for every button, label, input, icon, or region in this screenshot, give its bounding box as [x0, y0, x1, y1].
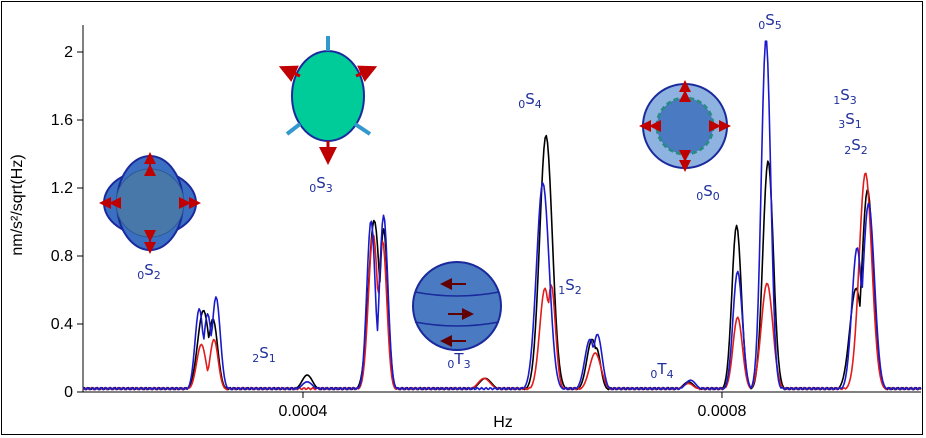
mode-illustration-0s0 — [639, 80, 731, 172]
mode-label: 0S2 — [137, 261, 161, 282]
mode-label: 0T4 — [650, 360, 673, 381]
mode-label: 0S4 — [518, 90, 542, 111]
series-line — [82, 40, 922, 391]
mode-label: 1S3 — [833, 86, 857, 107]
mode-label: 0T3 — [447, 350, 470, 371]
mode-label: 0S0 — [696, 182, 720, 203]
mode-illustration-0s2 — [99, 152, 201, 254]
y-axis-label: nm/s²/sqrt(Hz) — [9, 154, 26, 255]
series-line — [82, 134, 922, 391]
mode-label: 2S1 — [252, 344, 276, 365]
mode-label: 3S1 — [838, 110, 862, 131]
y-tick-label: 2 — [64, 44, 73, 61]
y-tick-label: 1.6 — [51, 112, 73, 129]
mode-label: 0S3 — [309, 174, 333, 195]
mode-label: 1S2 — [558, 276, 582, 297]
y-tick-label: 0.4 — [51, 316, 73, 333]
y-tick-label: 0 — [64, 384, 73, 401]
x-axis-label: Hz — [493, 414, 513, 431]
series-line — [82, 172, 922, 391]
mode-label: 2S2 — [844, 136, 868, 157]
mode-illustration-0s3 — [278, 36, 378, 165]
x-tick-label: 0.0004 — [279, 403, 328, 420]
mode-illustration-0t3 — [412, 261, 502, 351]
x-tick-label: 0.0008 — [698, 403, 747, 420]
y-tick-label: 1.2 — [51, 180, 73, 197]
mode-label: 0S5 — [758, 11, 782, 32]
y-tick-label: 0.8 — [51, 248, 73, 265]
